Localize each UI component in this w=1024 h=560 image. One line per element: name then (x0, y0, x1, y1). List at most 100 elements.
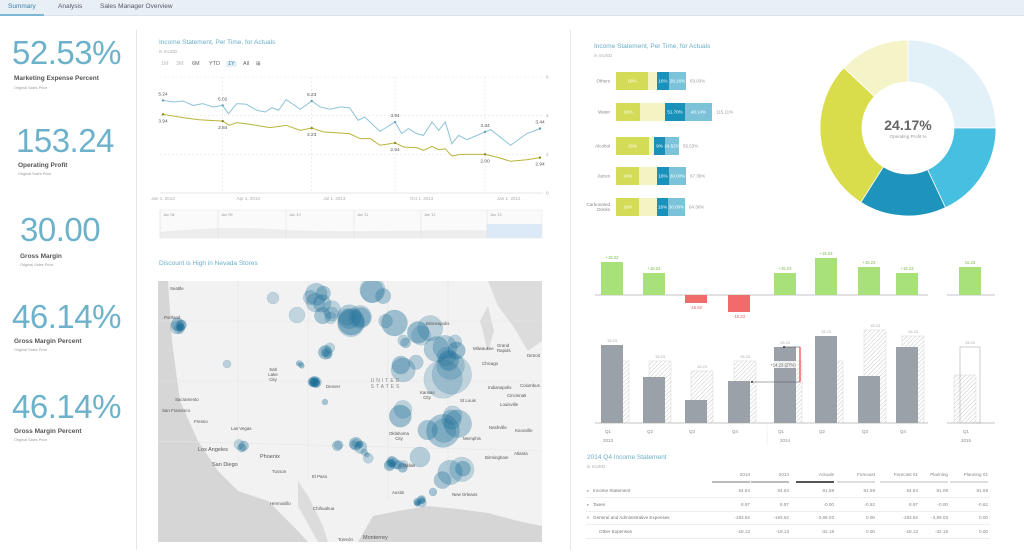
table-cell: 0.00 (866, 515, 875, 520)
column-header[interactable]: Forecast (857, 472, 875, 477)
discount-bubble (318, 345, 333, 360)
column-header[interactable]: 2013 (739, 472, 750, 477)
country-label: UNITED STATES (370, 378, 402, 390)
range-1y-button[interactable]: 1Y (226, 61, 237, 67)
discount-bubble (432, 335, 458, 360)
discount-bubble (354, 440, 368, 454)
column-header[interactable]: 2014 (778, 472, 789, 477)
map-canvas[interactable] (158, 281, 542, 542)
variance-label: -15.23 (733, 314, 746, 319)
expand-toggle-icon[interactable]: ▸ (587, 501, 590, 507)
calendar-icon[interactable]: ⊞ (256, 61, 261, 67)
segment-label: 16% (658, 174, 667, 179)
tab-summary[interactable]: Summary (0, 3, 44, 16)
column-header[interactable]: Planning 01 (963, 472, 988, 477)
expand-toggle-icon[interactable]: ▾ (587, 515, 590, 520)
discount-bubble (455, 460, 471, 477)
city-label: Columbus (520, 383, 540, 388)
city-label: El Paso (312, 474, 328, 479)
stacked-segment (654, 137, 665, 155)
discount-bubble (324, 342, 336, 353)
discount-bubble (360, 448, 368, 456)
stacked-segment (639, 198, 657, 216)
navigator-label: Jan '11 (357, 213, 368, 217)
table-cell: -32.19 (934, 528, 948, 534)
segment-label: 30.00% (669, 205, 684, 210)
variance-label: +15.23 (820, 251, 834, 256)
discount-bubble (309, 377, 318, 386)
table-cell: 81.09 (936, 488, 949, 493)
stacked-segment (639, 167, 657, 185)
total-label: 64.36% (689, 205, 704, 210)
bar-value-label: 15.23 (607, 338, 618, 343)
tab-analysis[interactable]: Analysis (58, 3, 83, 10)
segment-label: 51.70% (667, 110, 682, 115)
data-point (310, 99, 313, 103)
discount-bubble (423, 359, 463, 399)
table-cell: 0.00 (979, 515, 988, 520)
kpi-sub: Original Sales Price (20, 263, 54, 267)
total-label: 63.93% (690, 79, 705, 84)
column-header[interactable]: Forecast 01 (893, 472, 918, 477)
table-cell: -0.62 (864, 501, 875, 507)
city-label: Las Vegas (231, 426, 252, 431)
y-tick-label: 4 (546, 113, 549, 118)
category-label: Drinks (597, 207, 611, 212)
discount-bubble (238, 440, 249, 452)
range-1m-button[interactable]: 1M (161, 61, 169, 67)
kpi-sub: Original Sales Price (14, 86, 48, 90)
city-label: Grand Rapids (497, 343, 511, 353)
column-header[interactable]: Actuals (818, 472, 834, 477)
discount-bubble (311, 378, 320, 388)
stacked-segment (616, 198, 639, 216)
actual-bar (858, 376, 880, 423)
table-title: 2014 Q4 Income Statement (587, 454, 667, 461)
actual-bar (728, 381, 750, 423)
city-label: Knoxville (515, 428, 533, 433)
bar-value-label: 15.23 (697, 364, 708, 369)
x-tick-label: Jul 1, 2013 (323, 196, 346, 201)
discount-bubble (383, 459, 396, 472)
line-chart-title: Income Statement, Per Time, for Actuals (159, 39, 276, 46)
stacked-segment (616, 137, 649, 155)
kpi-sub: Original Sales Price (14, 438, 48, 442)
table-cell: -0.00 (823, 501, 834, 507)
discount-bubble (338, 308, 356, 326)
range-all-button[interactable]: All (243, 61, 250, 67)
discount-bubble (305, 283, 328, 306)
gulf-area (358, 506, 542, 542)
range-ytd-button[interactable]: YTD (209, 61, 220, 67)
map[interactable]: Seattle Portland Salt Lake City Denver S… (158, 281, 542, 542)
discount-bubble (176, 324, 184, 333)
city-label: Monterrey (363, 535, 388, 541)
x-tick-label: Apr 1, 2013 (237, 196, 261, 201)
data-point (221, 104, 224, 107)
range-3m-button[interactable]: 3M (176, 61, 184, 67)
discount-bubble (416, 495, 427, 505)
column-header[interactable]: Planning (930, 472, 948, 477)
column-indicator (796, 481, 834, 483)
y-tick-label: 2 (546, 152, 549, 157)
expand-toggle-icon[interactable]: ▸ (587, 488, 590, 493)
tab-sales-manager-overview[interactable]: Sales Manager Overview (100, 3, 173, 10)
discount-bubble (332, 440, 343, 452)
bar-value-label: 15.23 (821, 329, 832, 334)
state-border (158, 440, 542, 452)
city-label: San Diego (212, 462, 238, 468)
kpi-label: Gross Margin Percent (14, 428, 82, 435)
discount-bubble (334, 440, 344, 450)
stacked-segment (665, 137, 679, 155)
city-label: Portland (164, 315, 181, 320)
table-cell: -3,89.03 (931, 515, 948, 520)
positive-variance-bar (896, 273, 918, 295)
city-label: Sacramento (175, 397, 199, 402)
range-6m-button[interactable]: 6M (192, 61, 200, 67)
table-row-label: General and Administrative Expenses (593, 515, 670, 520)
discount-bubble (378, 313, 393, 329)
discount-bubble (288, 306, 306, 324)
year-label: 2014 (780, 438, 791, 443)
yellow-series-line (162, 113, 541, 162)
data-point (161, 99, 165, 102)
